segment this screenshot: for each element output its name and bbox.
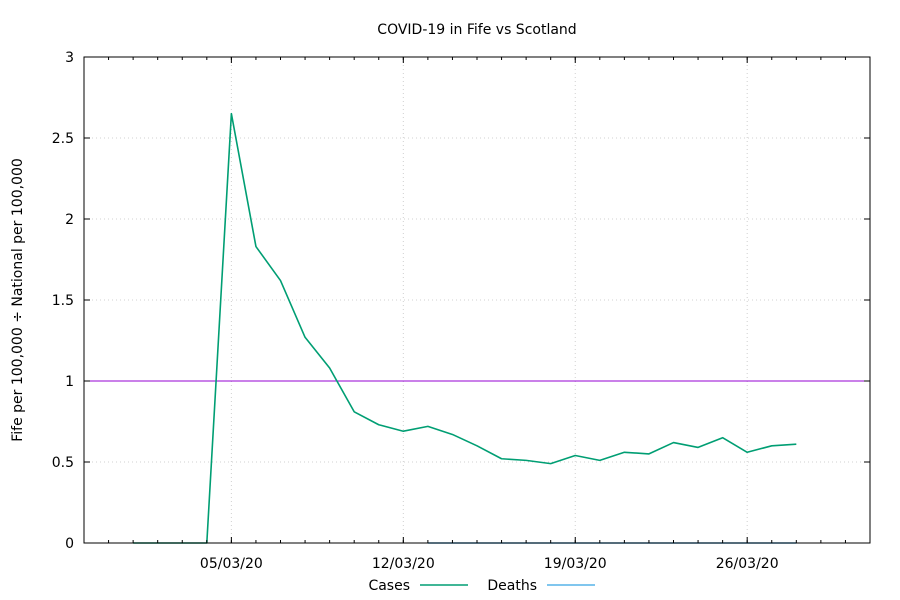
- x-tick-label: 19/03/20: [544, 556, 607, 572]
- x-tick-label: 26/03/20: [716, 556, 779, 572]
- x-tick-label: 12/03/20: [372, 556, 435, 572]
- y-tick-label: 2: [65, 212, 74, 228]
- y-tick-label: 2.5: [52, 131, 74, 147]
- tick-layer: 0 0.5 1 1.5 2 2.5 3 05/03/20 12/03/20 19/03/20 26/…: [52, 50, 871, 572]
- y-axis-label: Fife per 100,000 ÷ National per 100,000: [10, 158, 26, 442]
- y-tick-label: 3: [65, 50, 74, 66]
- y-tick-label: 0: [65, 536, 74, 552]
- legend-label-deaths: Deaths: [487, 578, 537, 594]
- y-tick-label: 1.5: [52, 293, 74, 309]
- x-tick-label: 05/03/20: [200, 556, 263, 572]
- chart-title: COVID-19 in Fife vs Scotland: [377, 22, 576, 38]
- y-tick-label: 1: [65, 374, 74, 390]
- series-line-cases: [133, 112, 797, 544]
- y-tick-label: 0.5: [52, 455, 74, 471]
- legend: Cases Deaths: [368, 578, 595, 594]
- legend-label-cases: Cases: [368, 578, 410, 594]
